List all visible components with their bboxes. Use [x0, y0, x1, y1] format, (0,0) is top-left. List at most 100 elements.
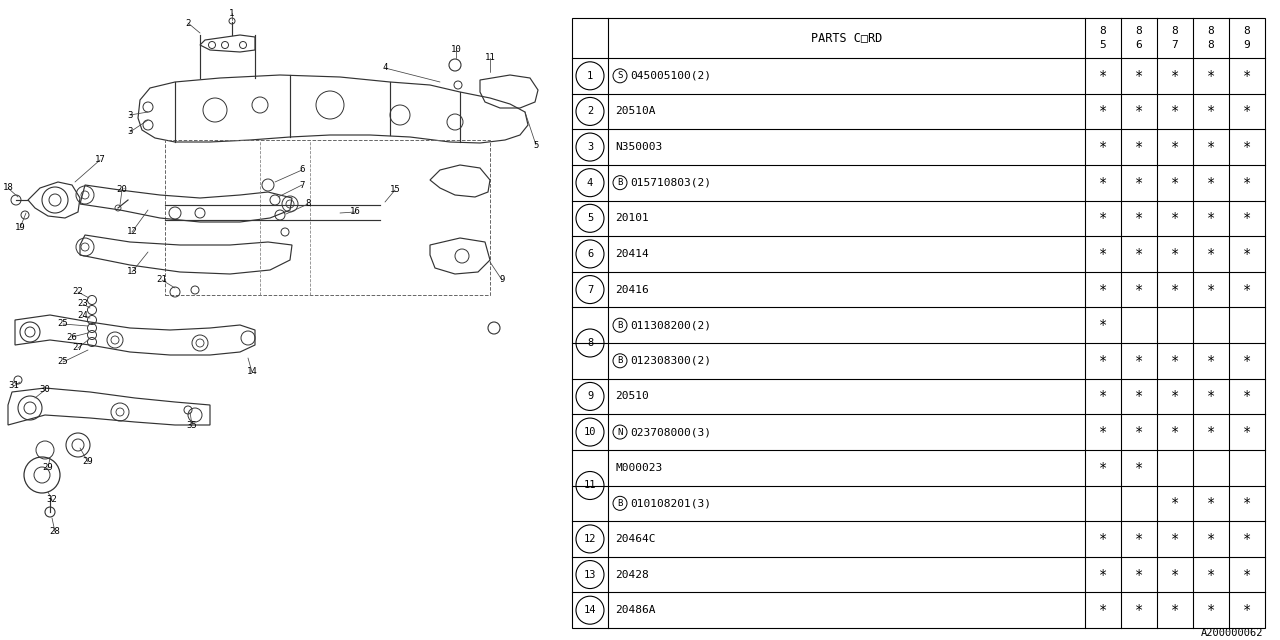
Text: *: *	[1207, 69, 1215, 83]
Text: *: *	[1243, 69, 1251, 83]
Text: *: *	[1243, 532, 1251, 546]
Text: 015710803(2): 015710803(2)	[630, 178, 710, 188]
Text: *: *	[1243, 283, 1251, 296]
Text: 17: 17	[95, 156, 105, 164]
Text: *: *	[1207, 425, 1215, 439]
Text: *: *	[1171, 211, 1179, 225]
Text: *: *	[1135, 140, 1143, 154]
Text: *: *	[1207, 211, 1215, 225]
Text: M000023: M000023	[614, 463, 662, 473]
Text: 6: 6	[300, 166, 305, 175]
Text: *: *	[1098, 568, 1107, 582]
Text: 8: 8	[1135, 26, 1142, 36]
Text: N: N	[617, 428, 622, 436]
Text: *: *	[1098, 104, 1107, 118]
Text: 24: 24	[78, 312, 88, 321]
Text: 8: 8	[1207, 26, 1215, 36]
Text: 20: 20	[116, 186, 128, 195]
Text: 20428: 20428	[614, 570, 649, 580]
Text: 20486A: 20486A	[614, 605, 655, 615]
Text: 8: 8	[306, 200, 311, 209]
Text: 15: 15	[389, 186, 401, 195]
Text: *: *	[1135, 354, 1143, 368]
Text: *: *	[1098, 532, 1107, 546]
Text: 20414: 20414	[614, 249, 649, 259]
Text: 31: 31	[9, 381, 19, 390]
Text: 023708000(3): 023708000(3)	[630, 427, 710, 437]
Text: *: *	[1243, 104, 1251, 118]
Text: B: B	[617, 356, 622, 365]
Text: *: *	[1135, 603, 1143, 617]
Text: 18: 18	[3, 184, 13, 193]
Text: 14: 14	[584, 605, 596, 615]
Text: 16: 16	[349, 207, 361, 216]
Text: 19: 19	[14, 223, 26, 232]
Text: A200000062: A200000062	[1201, 628, 1263, 638]
Text: *: *	[1098, 318, 1107, 332]
Text: *: *	[1207, 140, 1215, 154]
Text: 8: 8	[1171, 26, 1179, 36]
Text: 9: 9	[1244, 40, 1251, 50]
Text: 8: 8	[1207, 40, 1215, 50]
Text: *: *	[1207, 247, 1215, 261]
Text: 1: 1	[229, 8, 234, 17]
Text: *: *	[1098, 247, 1107, 261]
Text: *: *	[1135, 176, 1143, 189]
Text: 7: 7	[586, 285, 593, 294]
Text: *: *	[1171, 568, 1179, 582]
Text: *: *	[1098, 69, 1107, 83]
Text: 6: 6	[1135, 40, 1142, 50]
Text: 10: 10	[451, 45, 461, 54]
Text: 2: 2	[586, 106, 593, 116]
Text: 2: 2	[186, 19, 191, 28]
Text: *: *	[1098, 211, 1107, 225]
Text: *: *	[1098, 283, 1107, 296]
Text: 8: 8	[1244, 26, 1251, 36]
Text: *: *	[1171, 389, 1179, 403]
Text: *: *	[1171, 603, 1179, 617]
Text: *: *	[1207, 532, 1215, 546]
Text: 21: 21	[156, 275, 168, 285]
Text: *: *	[1243, 603, 1251, 617]
Text: 9: 9	[499, 275, 504, 285]
Text: *: *	[1098, 140, 1107, 154]
Text: *: *	[1098, 603, 1107, 617]
Text: 35: 35	[187, 420, 197, 429]
Text: *: *	[1171, 354, 1179, 368]
Text: 8: 8	[1100, 26, 1106, 36]
Text: *: *	[1207, 176, 1215, 189]
Bar	[572, 18, 1265, 628]
Text: 25: 25	[58, 358, 68, 367]
Text: *: *	[1098, 461, 1107, 475]
Text: *: *	[1135, 247, 1143, 261]
Text: 5: 5	[1100, 40, 1106, 50]
Text: *: *	[1135, 104, 1143, 118]
Text: 13: 13	[584, 570, 596, 580]
Text: *: *	[1135, 425, 1143, 439]
Text: 11: 11	[485, 54, 495, 63]
Text: 3: 3	[586, 142, 593, 152]
Text: 20510: 20510	[614, 392, 649, 401]
Text: PARTS C□RD: PARTS C□RD	[810, 31, 882, 45]
Text: *: *	[1207, 283, 1215, 296]
Text: 27: 27	[73, 344, 83, 353]
Text: *: *	[1135, 69, 1143, 83]
Text: 26: 26	[67, 333, 77, 342]
Text: 5: 5	[586, 213, 593, 223]
Text: *: *	[1098, 176, 1107, 189]
Text: *: *	[1243, 176, 1251, 189]
Text: 045005100(2): 045005100(2)	[630, 71, 710, 81]
Text: 20101: 20101	[614, 213, 649, 223]
Text: 20464C: 20464C	[614, 534, 655, 544]
Text: *: *	[1135, 461, 1143, 475]
Text: 8: 8	[586, 338, 593, 348]
Text: *: *	[1243, 211, 1251, 225]
Text: *: *	[1207, 496, 1215, 510]
Text: 011308200(2): 011308200(2)	[630, 320, 710, 330]
Text: *: *	[1243, 425, 1251, 439]
Text: 6: 6	[586, 249, 593, 259]
Text: 10: 10	[584, 427, 596, 437]
Text: 20416: 20416	[614, 285, 649, 294]
Text: 30: 30	[40, 385, 50, 394]
Text: *: *	[1207, 354, 1215, 368]
